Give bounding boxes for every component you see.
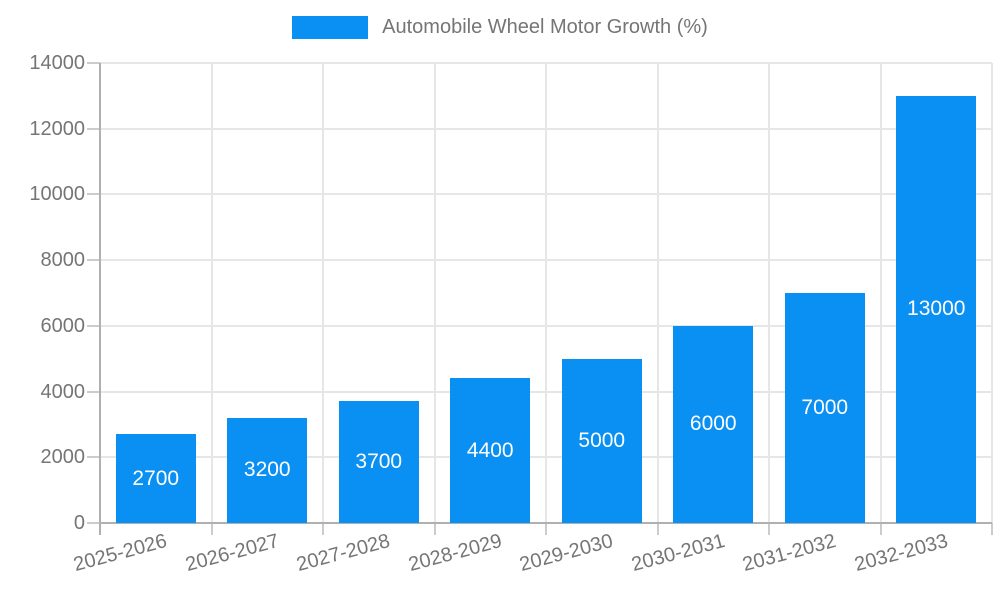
bar-2030-2031[interactable] <box>673 325 754 523</box>
y-axis-tick-label: 12000 <box>29 117 85 140</box>
bar-2027-2028[interactable] <box>338 401 419 523</box>
bar-value-label: 2700 <box>132 466 180 490</box>
bar-value-label: 3700 <box>355 450 403 474</box>
y-axis-tick-label: 0 <box>73 512 85 534</box>
x-axis-tick <box>545 523 547 535</box>
y-axis-tick-label: 10000 <box>29 183 85 206</box>
bar-value-label: 6000 <box>689 412 737 436</box>
y-axis-tick <box>87 522 100 524</box>
y-axis-tick-label: 2000 <box>40 446 86 469</box>
bar-2025-2026[interactable] <box>115 434 196 523</box>
legend-color-swatch <box>292 16 369 39</box>
v-gridline <box>768 63 770 523</box>
bar-2032-2033[interactable] <box>896 95 977 523</box>
x-axis-tick <box>322 523 324 535</box>
y-axis-line <box>99 63 101 535</box>
y-axis-tick-label: 8000 <box>40 249 86 272</box>
x-axis-tick <box>210 523 213 535</box>
x-axis-tick-label: 2030-2031 <box>628 530 727 577</box>
x-axis-tick-label: 2031-2032 <box>740 530 839 577</box>
bar-2031-2032[interactable] <box>784 293 865 523</box>
x-axis-tick-label: 2028-2029 <box>405 530 504 577</box>
v-gridline <box>879 63 882 523</box>
v-gridline <box>322 63 324 523</box>
y-axis-tick <box>87 62 100 64</box>
y-axis-tick <box>87 259 100 262</box>
bar-value-label: 7000 <box>801 396 849 419</box>
x-axis-tick-label: 2027-2028 <box>294 530 393 577</box>
bar-value-label: 3200 <box>243 458 291 482</box>
x-axis-tick-label: 2025-2026 <box>71 530 170 577</box>
bar-value-label: 5000 <box>578 428 626 452</box>
chart-legend: Automobile Wheel Motor Growth (%) <box>0 16 1000 39</box>
v-gridline <box>545 63 547 523</box>
bar-2028-2029[interactable] <box>450 378 531 523</box>
bar-value-label: 13000 <box>907 297 966 321</box>
x-axis-tick <box>879 523 882 535</box>
x-axis-tick <box>991 523 993 535</box>
y-axis-tick <box>87 324 100 327</box>
y-axis-tick-label: 4000 <box>40 380 86 403</box>
x-axis-tick-label: 2032-2033 <box>851 530 950 577</box>
y-axis-tick <box>87 193 100 196</box>
y-axis-tick <box>87 456 100 459</box>
x-axis-line <box>100 522 992 524</box>
legend-label: Automobile Wheel Motor Growth (%) <box>382 16 708 38</box>
v-gridline <box>991 63 993 523</box>
x-axis-tick-label: 2029-2030 <box>517 530 616 577</box>
y-axis-tick <box>87 127 100 130</box>
y-axis-tick <box>87 390 100 393</box>
bar-2026-2027[interactable] <box>227 417 308 523</box>
x-axis-tick <box>656 523 659 535</box>
bar-value-label: 4400 <box>466 438 514 462</box>
bar-2029-2030[interactable] <box>561 358 642 523</box>
y-axis-tick-label: 6000 <box>40 314 86 337</box>
x-axis-tick <box>433 523 436 535</box>
v-gridline <box>433 63 436 523</box>
y-axis-tick-label: 14000 <box>29 52 85 74</box>
v-gridline <box>210 63 213 523</box>
v-gridline <box>656 63 659 523</box>
x-axis-tick-label: 2026-2027 <box>182 530 281 577</box>
x-axis-tick <box>768 523 770 535</box>
